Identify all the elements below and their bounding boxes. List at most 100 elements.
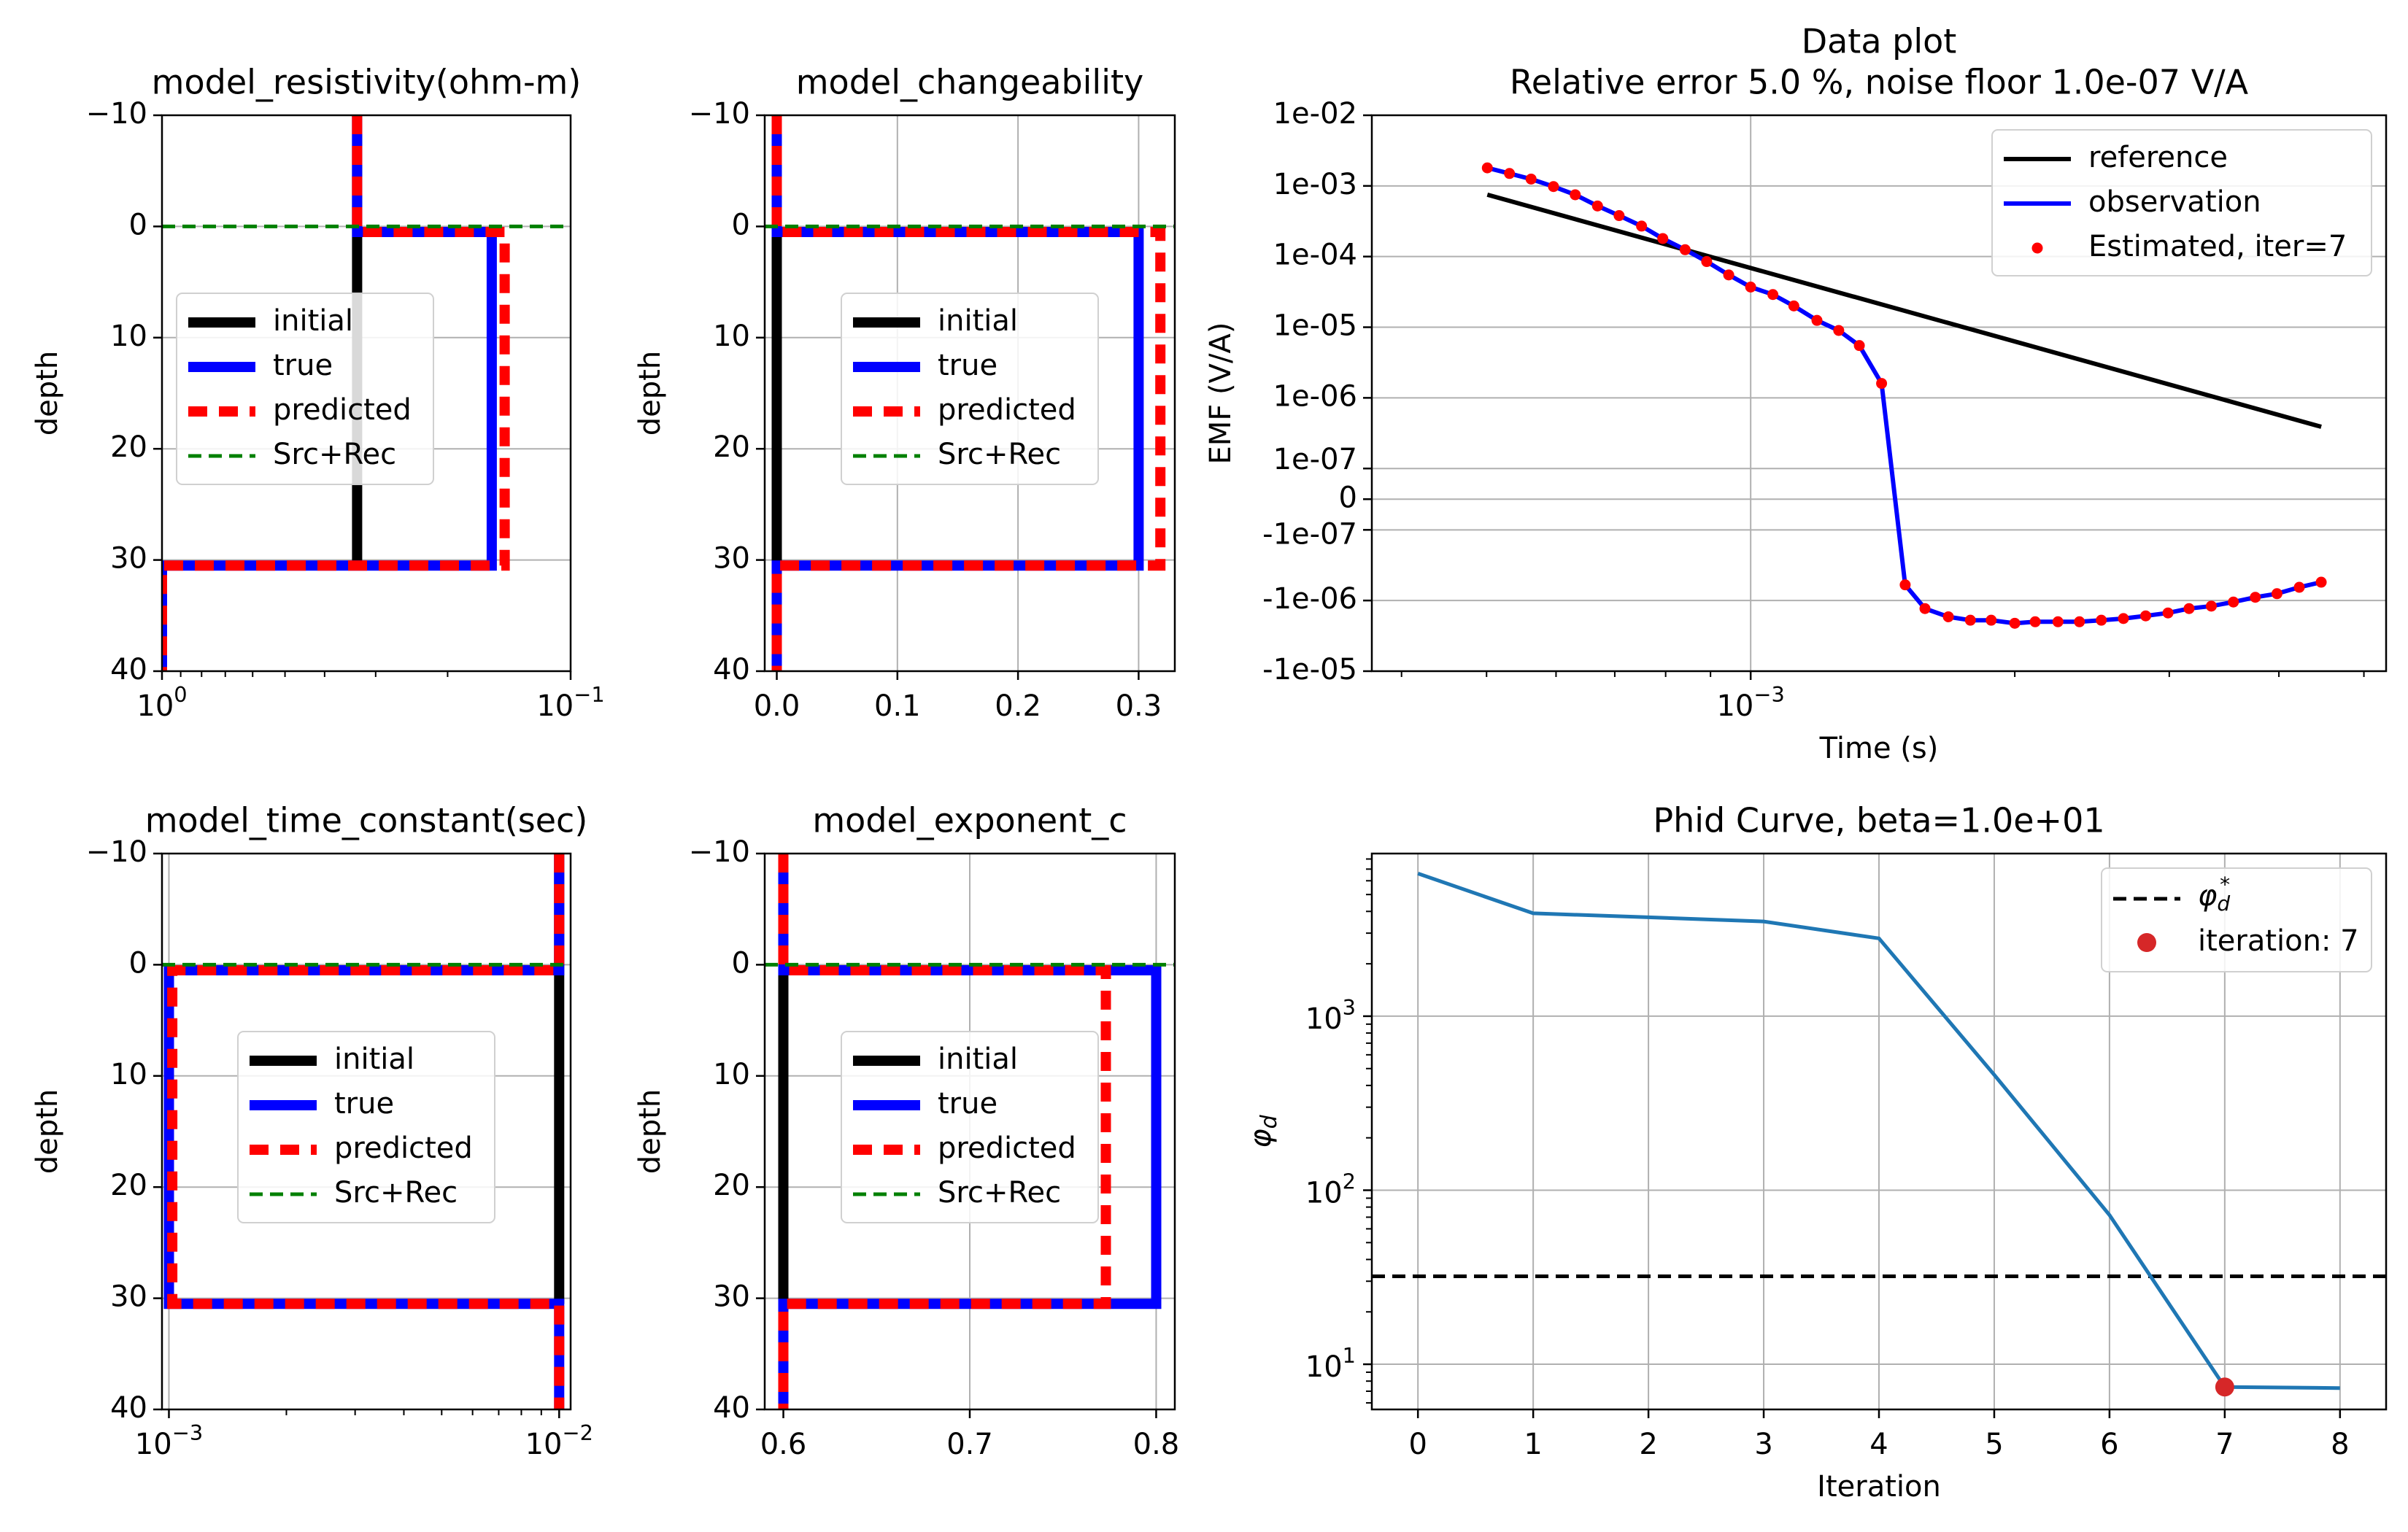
legend-label: Estimated, iter=7 bbox=[2088, 230, 2347, 263]
x-tick-label: 0 bbox=[1408, 1428, 1427, 1461]
panel-title: Data plot bbox=[1802, 22, 1957, 61]
estimated-point bbox=[1986, 614, 1997, 626]
y-tick-label: 1e-02 bbox=[1273, 97, 1357, 131]
y-tick-label: 30 bbox=[713, 542, 750, 576]
series-group bbox=[1481, 162, 2327, 629]
y-axis-label: φd bbox=[1244, 1114, 1282, 1148]
estimated-point bbox=[1853, 340, 1865, 352]
series-group bbox=[765, 854, 1175, 1409]
legend-label: initial bbox=[334, 1042, 414, 1076]
y-tick-label: 20 bbox=[713, 1169, 750, 1202]
y-tick-label: -1e-06 bbox=[1262, 582, 1357, 616]
y-tick-label: 0 bbox=[732, 208, 750, 241]
panel-title: model_changeability bbox=[796, 63, 1144, 102]
x-tick-label: 0.0 bbox=[754, 689, 800, 723]
legend-label: initial bbox=[938, 1042, 1018, 1076]
x-tick-label: 10−3 bbox=[135, 1420, 203, 1461]
legend-label: true bbox=[938, 1087, 997, 1121]
legend-label: true bbox=[334, 1087, 394, 1121]
x-tick-label: 0.8 bbox=[1133, 1428, 1180, 1461]
estimated-point bbox=[1548, 181, 1559, 193]
estimated-point bbox=[2096, 614, 2107, 626]
x-tick-label: 2 bbox=[1639, 1428, 1657, 1461]
y-tick-label: 30 bbox=[110, 1280, 147, 1314]
panel-title: model_resistivity(ohm-m) bbox=[152, 63, 582, 102]
estimated-point bbox=[1481, 162, 1493, 174]
series-group bbox=[162, 854, 571, 1409]
legend-swatch bbox=[2031, 242, 2043, 254]
y-tick-label: 40 bbox=[713, 653, 750, 686]
y-tick-label: 101 bbox=[1305, 1343, 1356, 1384]
estimated-point bbox=[2118, 613, 2129, 624]
panel-exponent_c: −10 0 10 20 30 40 0.6 0.7 0.8 model_exponent_cdep… bbox=[633, 801, 1179, 1462]
legend: initial true predicted Src+Rec bbox=[237, 1031, 495, 1223]
y-tick-label: −10 bbox=[689, 97, 750, 131]
panel-phid: 101 102 103 0 1 2 3 4 5 6 7 8 Phid Curve, beta=1.0e+… bbox=[1244, 801, 2388, 1504]
estimated-point bbox=[2029, 616, 2041, 627]
estimated-point bbox=[1745, 281, 1756, 293]
predicted-line bbox=[778, 854, 1111, 1409]
x-tick-label: 0.7 bbox=[946, 1428, 993, 1461]
y-axis-label: depth bbox=[633, 351, 667, 436]
legend-label: predicted bbox=[273, 393, 412, 427]
y-tick-label: −10 bbox=[86, 835, 147, 869]
y-tick-label: 10 bbox=[110, 1058, 147, 1091]
legend-box bbox=[1991, 129, 2372, 276]
y-tick-label: 30 bbox=[110, 542, 147, 576]
estimated-point bbox=[2183, 603, 2195, 614]
x-tick-label: 7 bbox=[2215, 1428, 2234, 1461]
x-tick-label: 0.3 bbox=[1116, 689, 1162, 723]
y-axis-label: depth bbox=[633, 1089, 667, 1174]
x-tick-label: 3 bbox=[1754, 1428, 1772, 1461]
x-axis-label: Time (s) bbox=[1819, 732, 1939, 765]
estimated-point bbox=[1833, 325, 1845, 336]
panel-title: Phid Curve, beta=1.0e+01 bbox=[1653, 801, 2104, 840]
x-tick-label: 6 bbox=[2100, 1428, 2118, 1461]
y-tick-label: 10 bbox=[713, 320, 750, 353]
y-axis-label: depth bbox=[31, 351, 64, 436]
legend-label: predicted bbox=[938, 1131, 1076, 1165]
x-tick-label: 10−1 bbox=[536, 682, 604, 723]
y-tick-label: 40 bbox=[713, 1391, 750, 1425]
estimated-point bbox=[1788, 300, 1799, 312]
y-tick-label: 0 bbox=[129, 946, 147, 980]
y-tick-label: 1e-04 bbox=[1273, 239, 1357, 272]
estimated-point bbox=[1942, 611, 1954, 622]
estimated-point bbox=[2074, 616, 2085, 627]
legend-box bbox=[237, 1031, 495, 1223]
y-tick-label: -1e-07 bbox=[1262, 517, 1357, 551]
x-tick-label: 10−3 bbox=[1716, 682, 1784, 723]
legend-label: Src+Rec bbox=[938, 1176, 1061, 1210]
estimated-point bbox=[1701, 256, 1713, 268]
y-tick-label: 30 bbox=[713, 1280, 750, 1314]
reference-line bbox=[1486, 193, 2322, 429]
estimated-point bbox=[2271, 588, 2282, 600]
legend-box bbox=[176, 293, 434, 485]
y-tick-label: 1e-03 bbox=[1273, 168, 1357, 201]
panel-title: model_exponent_c bbox=[812, 801, 1127, 840]
x-tick-label: 1 bbox=[1524, 1428, 1542, 1461]
legend-label: predicted bbox=[334, 1131, 473, 1165]
x-tick-label: 0.2 bbox=[995, 689, 1041, 723]
estimated-point bbox=[1636, 220, 1648, 232]
y-tick-label: −10 bbox=[86, 97, 147, 131]
legend: reference observation Estimated, iter=7 bbox=[1991, 129, 2372, 276]
predicted-line bbox=[162, 115, 510, 671]
legend-label: Src+Rec bbox=[273, 438, 396, 471]
y-tick-label: 103 bbox=[1305, 995, 1356, 1036]
legend-label: Src+Rec bbox=[334, 1176, 458, 1210]
y-tick-label: 0 bbox=[129, 208, 147, 241]
panel-changeability: −10 0 10 20 30 400.0 0.1 0.2 0.3 model_changeabil… bbox=[633, 63, 1176, 723]
estimated-point bbox=[1570, 189, 1581, 201]
x-tick-label: 8 bbox=[2331, 1428, 2349, 1461]
legend: initial true predicted Src+Rec bbox=[841, 1031, 1099, 1223]
y-axis-label: depth bbox=[31, 1089, 64, 1174]
estimated-point bbox=[2009, 617, 2021, 629]
panel-title: model_time_constant(sec) bbox=[145, 801, 588, 840]
y-tick-label: 40 bbox=[110, 1391, 147, 1425]
predicted-line bbox=[771, 115, 1166, 671]
series-group bbox=[765, 115, 1175, 671]
y-tick-label: 102 bbox=[1305, 1169, 1356, 1210]
